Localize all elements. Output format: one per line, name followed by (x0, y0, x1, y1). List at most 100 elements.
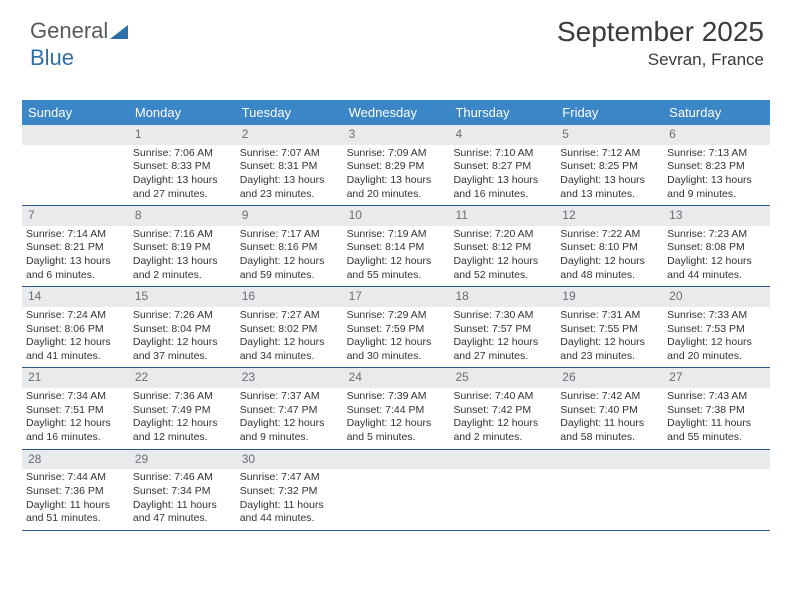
day-detail-line: Daylight: 12 hours and 34 minutes. (240, 336, 339, 363)
day-number: 27 (663, 368, 770, 388)
day-detail-line: Sunrise: 7:29 AM (347, 309, 446, 323)
day-detail-line: Daylight: 11 hours and 44 minutes. (240, 499, 339, 526)
day-detail-line: Sunrise: 7:22 AM (560, 228, 659, 242)
day-detail-line: Daylight: 12 hours and 41 minutes. (26, 336, 125, 363)
weekday-sunday: Sunday (22, 100, 129, 125)
calendar-week: 14Sunrise: 7:24 AMSunset: 8:06 PMDayligh… (22, 287, 770, 368)
day-number: 21 (22, 368, 129, 388)
calendar-cell (556, 450, 663, 530)
calendar-cell: 18Sunrise: 7:30 AMSunset: 7:57 PMDayligh… (449, 287, 556, 367)
calendar-cell: 6Sunrise: 7:13 AMSunset: 8:23 PMDaylight… (663, 125, 770, 205)
day-number: 11 (449, 206, 556, 226)
calendar-cell: 19Sunrise: 7:31 AMSunset: 7:55 PMDayligh… (556, 287, 663, 367)
calendar-cell: 4Sunrise: 7:10 AMSunset: 8:27 PMDaylight… (449, 125, 556, 205)
calendar-cell: 9Sunrise: 7:17 AMSunset: 8:16 PMDaylight… (236, 206, 343, 286)
day-number: 15 (129, 287, 236, 307)
calendar-cell: 12Sunrise: 7:22 AMSunset: 8:10 PMDayligh… (556, 206, 663, 286)
calendar: Sunday Monday Tuesday Wednesday Thursday… (22, 100, 770, 531)
weekday-friday: Friday (556, 100, 663, 125)
day-detail-line: Daylight: 11 hours and 55 minutes. (667, 417, 766, 444)
day-detail-line: Sunset: 8:23 PM (667, 160, 766, 174)
day-detail-line: Sunrise: 7:34 AM (26, 390, 125, 404)
day-number: 26 (556, 368, 663, 388)
day-number (556, 450, 663, 470)
day-number: 16 (236, 287, 343, 307)
day-number: 28 (22, 450, 129, 470)
day-detail-line: Sunrise: 7:23 AM (667, 228, 766, 242)
calendar-cell: 17Sunrise: 7:29 AMSunset: 7:59 PMDayligh… (343, 287, 450, 367)
logo-icon (110, 19, 128, 45)
day-detail-line: Sunrise: 7:40 AM (453, 390, 552, 404)
logo-text-1: General (30, 18, 108, 43)
day-detail-line: Sunrise: 7:07 AM (240, 147, 339, 161)
calendar-cell (343, 450, 450, 530)
day-detail-line: Sunrise: 7:42 AM (560, 390, 659, 404)
day-detail-line: Sunset: 8:08 PM (667, 241, 766, 255)
day-detail-line: Sunset: 7:47 PM (240, 404, 339, 418)
day-detail-line: Daylight: 12 hours and 37 minutes. (133, 336, 232, 363)
day-number: 4 (449, 125, 556, 145)
day-detail-line: Sunset: 8:29 PM (347, 160, 446, 174)
day-detail-line: Daylight: 13 hours and 23 minutes. (240, 174, 339, 201)
calendar-cell: 14Sunrise: 7:24 AMSunset: 8:06 PMDayligh… (22, 287, 129, 367)
day-number: 10 (343, 206, 450, 226)
day-detail-line: Sunset: 7:57 PM (453, 323, 552, 337)
calendar-cell: 8Sunrise: 7:16 AMSunset: 8:19 PMDaylight… (129, 206, 236, 286)
calendar-cell: 11Sunrise: 7:20 AMSunset: 8:12 PMDayligh… (449, 206, 556, 286)
calendar-cell: 7Sunrise: 7:14 AMSunset: 8:21 PMDaylight… (22, 206, 129, 286)
day-number: 19 (556, 287, 663, 307)
day-number: 13 (663, 206, 770, 226)
day-detail-line: Daylight: 12 hours and 23 minutes. (560, 336, 659, 363)
day-detail-line: Daylight: 13 hours and 20 minutes. (347, 174, 446, 201)
day-detail-line: Sunrise: 7:43 AM (667, 390, 766, 404)
day-number: 5 (556, 125, 663, 145)
calendar-cell: 23Sunrise: 7:37 AMSunset: 7:47 PMDayligh… (236, 368, 343, 448)
day-detail-line: Sunrise: 7:06 AM (133, 147, 232, 161)
day-detail-line: Daylight: 13 hours and 9 minutes. (667, 174, 766, 201)
calendar-cell (449, 450, 556, 530)
calendar-cell: 16Sunrise: 7:27 AMSunset: 8:02 PMDayligh… (236, 287, 343, 367)
day-detail-line: Sunrise: 7:39 AM (347, 390, 446, 404)
day-detail-line: Daylight: 11 hours and 47 minutes. (133, 499, 232, 526)
day-number: 18 (449, 287, 556, 307)
day-detail-line: Daylight: 12 hours and 9 minutes. (240, 417, 339, 444)
page: General Blue September 2025 Sevran, Fran… (0, 0, 792, 612)
day-detail-line: Sunset: 7:51 PM (26, 404, 125, 418)
day-detail-line: Sunrise: 7:14 AM (26, 228, 125, 242)
day-detail-line: Sunset: 8:02 PM (240, 323, 339, 337)
day-detail-line: Sunrise: 7:30 AM (453, 309, 552, 323)
calendar-cell: 26Sunrise: 7:42 AMSunset: 7:40 PMDayligh… (556, 368, 663, 448)
day-number: 2 (236, 125, 343, 145)
day-detail-line: Sunset: 7:44 PM (347, 404, 446, 418)
day-number (343, 450, 450, 470)
day-number: 3 (343, 125, 450, 145)
logo-text-2: Blue (30, 45, 74, 70)
day-detail-line: Sunset: 8:06 PM (26, 323, 125, 337)
day-detail-line: Sunrise: 7:19 AM (347, 228, 446, 242)
day-number: 24 (343, 368, 450, 388)
calendar-cell: 13Sunrise: 7:23 AMSunset: 8:08 PMDayligh… (663, 206, 770, 286)
day-number: 8 (129, 206, 236, 226)
day-detail-line: Daylight: 11 hours and 58 minutes. (560, 417, 659, 444)
day-detail-line: Sunset: 8:27 PM (453, 160, 552, 174)
calendar-cell: 27Sunrise: 7:43 AMSunset: 7:38 PMDayligh… (663, 368, 770, 448)
day-detail-line: Sunrise: 7:12 AM (560, 147, 659, 161)
day-detail-line: Sunrise: 7:47 AM (240, 471, 339, 485)
day-detail-line: Sunrise: 7:16 AM (133, 228, 232, 242)
day-detail-line: Sunset: 8:12 PM (453, 241, 552, 255)
day-detail-line: Sunset: 8:04 PM (133, 323, 232, 337)
day-detail-line: Sunset: 7:49 PM (133, 404, 232, 418)
title-block: September 2025 Sevran, France (557, 16, 764, 70)
day-number: 14 (22, 287, 129, 307)
day-detail-line: Daylight: 13 hours and 2 minutes. (133, 255, 232, 282)
calendar-body: 1Sunrise: 7:06 AMSunset: 8:33 PMDaylight… (22, 125, 770, 531)
calendar-cell: 29Sunrise: 7:46 AMSunset: 7:34 PMDayligh… (129, 450, 236, 530)
calendar-cell: 2Sunrise: 7:07 AMSunset: 8:31 PMDaylight… (236, 125, 343, 205)
calendar-cell (663, 450, 770, 530)
weekday-tuesday: Tuesday (236, 100, 343, 125)
weekday-header: Sunday Monday Tuesday Wednesday Thursday… (22, 100, 770, 125)
day-detail-line: Sunrise: 7:44 AM (26, 471, 125, 485)
day-number (22, 125, 129, 145)
day-detail-line: Sunrise: 7:36 AM (133, 390, 232, 404)
day-detail-line: Daylight: 13 hours and 16 minutes. (453, 174, 552, 201)
